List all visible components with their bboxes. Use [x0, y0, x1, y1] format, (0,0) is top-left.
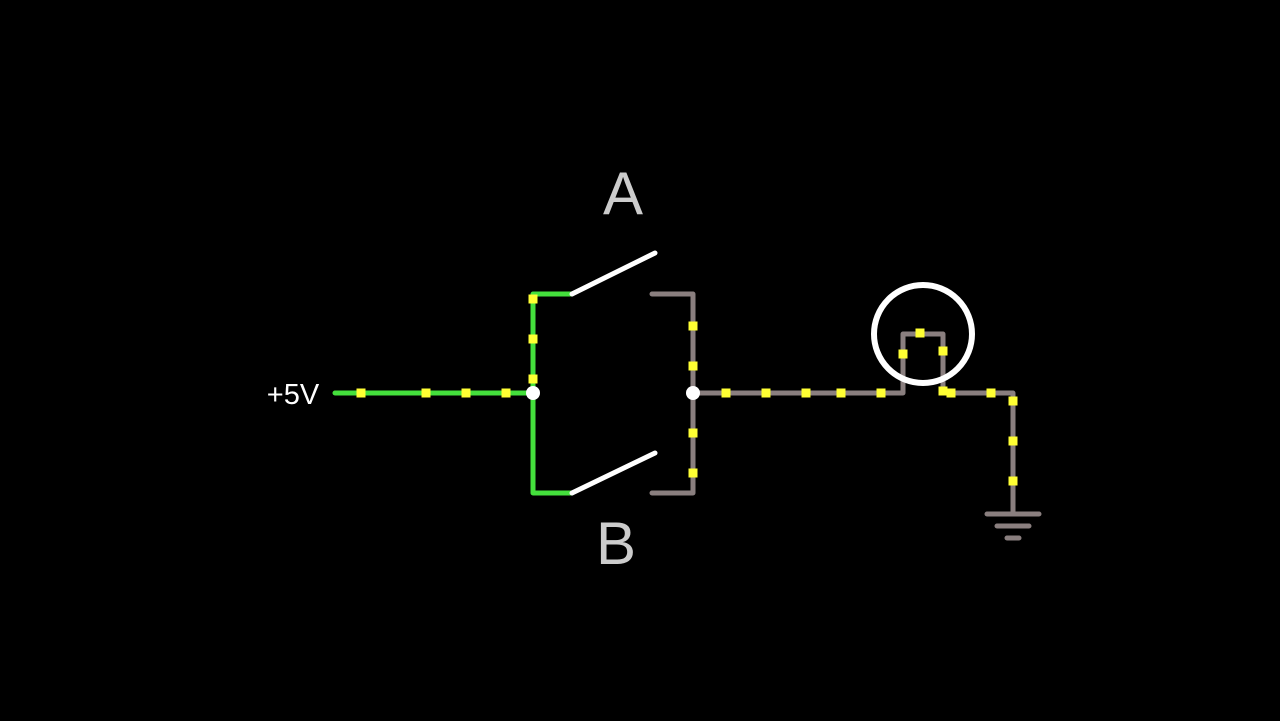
current-marker	[721, 388, 731, 398]
current-marker	[688, 361, 698, 371]
current-marker	[528, 374, 538, 384]
current-marker	[1008, 476, 1018, 486]
bulb	[871, 282, 975, 386]
current-marker	[898, 349, 908, 359]
junction	[526, 386, 540, 400]
current-marker	[688, 428, 698, 438]
current-marker	[946, 388, 956, 398]
current-marker	[938, 386, 948, 396]
current-marker	[688, 321, 698, 331]
current-marker	[761, 388, 771, 398]
switch-b-label: B	[596, 510, 636, 577]
current-marker	[1008, 436, 1018, 446]
current-marker	[801, 388, 811, 398]
current-marker	[938, 346, 948, 356]
current-marker	[688, 468, 698, 478]
current-marker	[528, 334, 538, 344]
current-marker	[501, 388, 511, 398]
current-marker	[421, 388, 431, 398]
switch-a-label: A	[603, 160, 643, 227]
current-markers	[356, 294, 1018, 486]
current-marker	[1008, 396, 1018, 406]
supply-label: +5V	[267, 379, 320, 411]
current-marker	[876, 388, 886, 398]
current-marker	[836, 388, 846, 398]
junction	[686, 386, 700, 400]
current-marker	[356, 388, 366, 398]
ground-symbol	[984, 511, 1042, 541]
current-marker	[915, 328, 925, 338]
current-marker	[528, 294, 538, 304]
current-marker	[461, 388, 471, 398]
current-marker	[986, 388, 996, 398]
switch-a	[569, 250, 658, 297]
switch-b	[569, 450, 658, 496]
